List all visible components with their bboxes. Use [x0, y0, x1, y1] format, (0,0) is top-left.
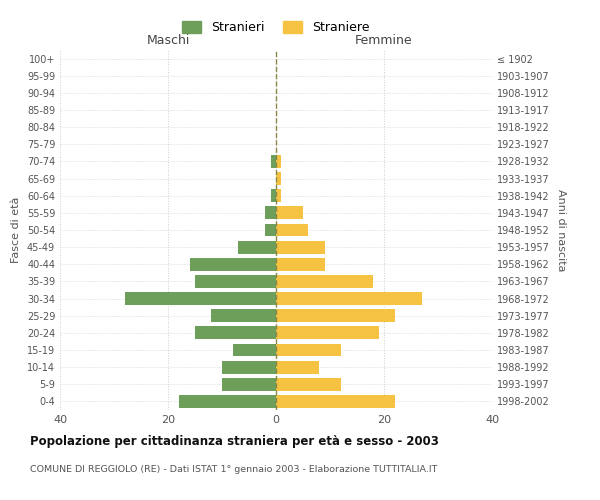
Bar: [276, 190, 281, 202]
Bar: [276, 395, 395, 408]
Bar: [271, 190, 276, 202]
Bar: [233, 344, 276, 356]
Bar: [276, 172, 281, 185]
Bar: [238, 240, 276, 254]
Bar: [276, 206, 303, 220]
Bar: [222, 360, 276, 374]
Bar: [195, 326, 276, 340]
Bar: [276, 344, 341, 356]
Bar: [276, 275, 373, 288]
Bar: [265, 224, 276, 236]
Text: Femmine: Femmine: [355, 34, 413, 46]
Bar: [125, 292, 276, 305]
Bar: [179, 395, 276, 408]
Y-axis label: Anni di nascita: Anni di nascita: [556, 188, 566, 271]
Legend: Stranieri, Straniere: Stranieri, Straniere: [178, 16, 374, 40]
Y-axis label: Fasce di età: Fasce di età: [11, 197, 21, 263]
Bar: [276, 360, 319, 374]
Bar: [276, 240, 325, 254]
Bar: [190, 258, 276, 270]
Bar: [271, 155, 276, 168]
Bar: [276, 292, 422, 305]
Text: COMUNE DI REGGIOLO (RE) - Dati ISTAT 1° gennaio 2003 - Elaborazione TUTTITALIA.I: COMUNE DI REGGIOLO (RE) - Dati ISTAT 1° …: [30, 465, 437, 474]
Bar: [222, 378, 276, 390]
Bar: [276, 378, 341, 390]
Bar: [276, 155, 281, 168]
Text: Maschi: Maschi: [146, 34, 190, 46]
Text: Popolazione per cittadinanza straniera per età e sesso - 2003: Popolazione per cittadinanza straniera p…: [30, 435, 439, 448]
Bar: [276, 224, 308, 236]
Bar: [265, 206, 276, 220]
Bar: [211, 310, 276, 322]
Bar: [276, 310, 395, 322]
Bar: [195, 275, 276, 288]
Bar: [276, 326, 379, 340]
Bar: [276, 258, 325, 270]
